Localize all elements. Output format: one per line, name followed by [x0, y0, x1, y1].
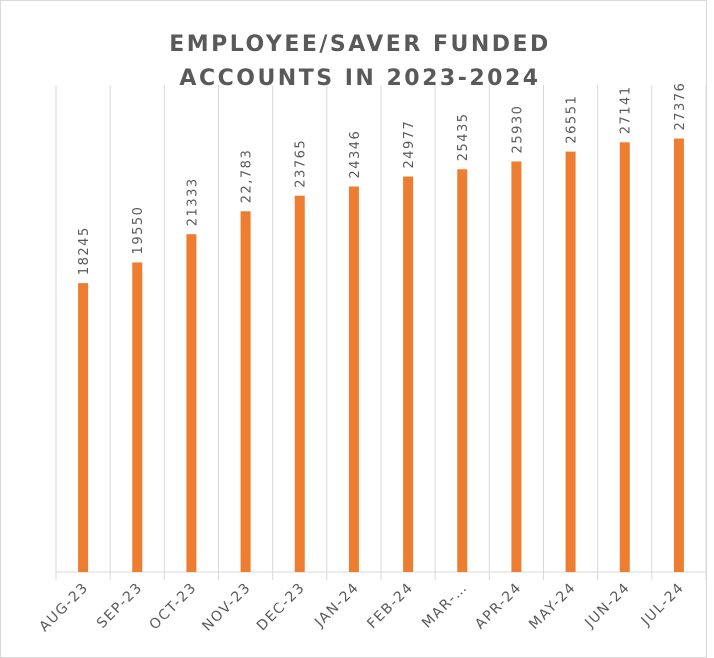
- bar: [348, 186, 359, 572]
- x-tick-label: FEB-24: [364, 580, 417, 633]
- data-label: 24346: [348, 130, 363, 179]
- x-tick-label: OCT-23: [147, 580, 201, 634]
- bar: [673, 138, 684, 572]
- x-tick-label: MAY-24: [526, 580, 579, 633]
- bar: [619, 142, 630, 572]
- data-label: 26551: [565, 95, 580, 144]
- x-tick-label: JUN-24: [581, 580, 633, 632]
- bar: [186, 234, 197, 573]
- bar: [403, 176, 414, 573]
- data-label: 18245: [77, 226, 92, 275]
- bar: [78, 283, 89, 572]
- data-label: 27376: [673, 82, 688, 131]
- bar: [457, 169, 468, 572]
- chart-title: EMPLOYEE/SAVER FUNDED ACCOUNTS IN 2023-2…: [169, 32, 551, 91]
- data-label: 21333: [185, 177, 200, 226]
- data-label: 25930: [510, 105, 525, 154]
- bar: [132, 262, 143, 572]
- x-tick-label: JAN-24: [311, 580, 362, 631]
- data-label: 25435: [456, 112, 471, 161]
- data-label: 24977: [402, 120, 417, 169]
- x-tick-label: SEP-23: [94, 580, 146, 632]
- bar: [565, 151, 576, 572]
- data-label: 19550: [131, 206, 146, 255]
- bar: [294, 195, 305, 573]
- data-label: 23765: [294, 139, 309, 188]
- data-label: 27141: [619, 85, 634, 134]
- x-tick-label: AUG-23: [36, 580, 92, 636]
- bar: [240, 211, 251, 572]
- x-tick-label: NOV-23: [199, 580, 254, 635]
- bar: [511, 161, 522, 573]
- x-tick-label: DEC-23: [254, 580, 309, 635]
- x-tick-label: APR-24: [472, 580, 525, 633]
- x-tick-label: JUL-24: [638, 580, 688, 630]
- data-label: 22,783: [240, 149, 255, 203]
- x-tick-label: MAR-…: [419, 580, 471, 632]
